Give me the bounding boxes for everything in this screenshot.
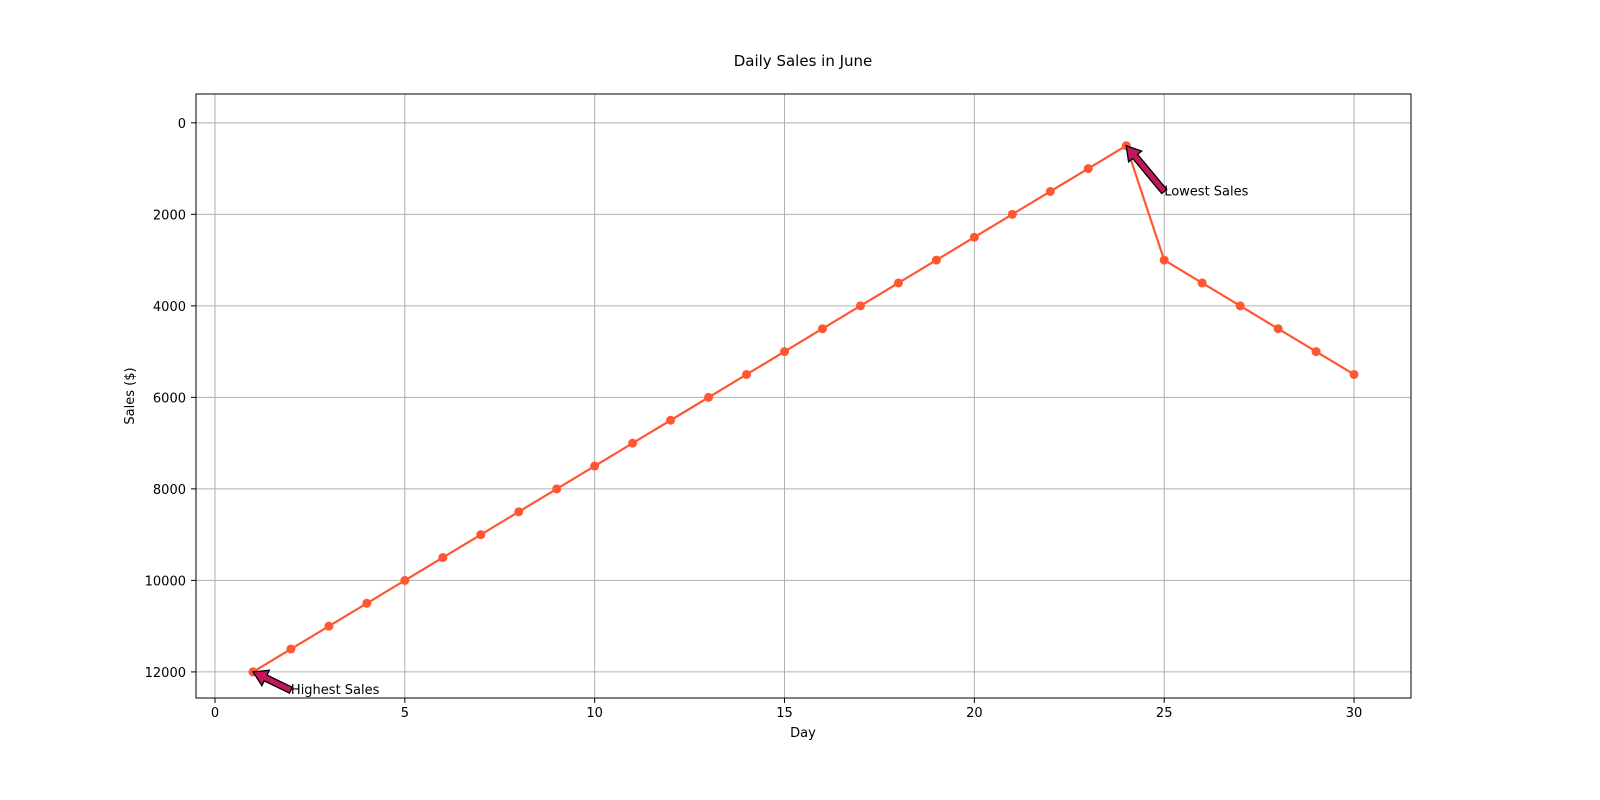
x-tick-label: 10 (586, 706, 603, 721)
data-point (438, 553, 448, 563)
data-point (855, 301, 865, 311)
x-tick-label: 30 (1346, 706, 1363, 721)
data-point (476, 530, 486, 540)
data-point (742, 369, 752, 379)
data-point (552, 484, 562, 494)
data-point (628, 438, 638, 448)
data-point (1235, 301, 1245, 311)
data-point (286, 644, 296, 654)
x-tick-label: 20 (966, 706, 983, 721)
x-axis: 0 5 10 15 20 25 30 (211, 698, 1362, 721)
y-axis: 0 2000 4000 6000 8000 10000 12000 (145, 117, 196, 681)
data-point (704, 392, 714, 402)
annotation-label: Lowest Sales (1164, 184, 1248, 199)
y-tick-label: 8000 (153, 483, 186, 498)
data-point (666, 415, 676, 425)
data-point (362, 598, 372, 608)
data-point (590, 461, 600, 471)
data-point (780, 347, 790, 357)
annotation-arrow (251, 669, 294, 694)
plot-frame (195, 93, 1412, 699)
annotation-label: Highest Sales (291, 683, 380, 698)
y-tick-label: 4000 (153, 300, 186, 315)
data-point (1045, 186, 1055, 196)
data-point (1311, 347, 1321, 357)
annotation-arrow (1125, 144, 1168, 195)
y-tick-label: 12000 (145, 666, 186, 681)
annotations: Highest Sales Lowest Sales (251, 144, 1249, 698)
data-point (1083, 164, 1093, 174)
x-tick-label: 0 (211, 706, 219, 721)
x-tick-label: 5 (401, 706, 409, 721)
series-line-path (252, 144, 1355, 673)
y-axis-label: Sales ($) (123, 367, 138, 424)
series-line (248, 141, 1359, 677)
y-tick-label: 2000 (153, 208, 186, 223)
data-point (931, 255, 941, 265)
data-point (969, 232, 979, 242)
data-point (1197, 278, 1207, 288)
chart-title: Daily Sales in June (734, 52, 873, 70)
x-axis-label: Day (790, 726, 816, 741)
data-point (1349, 369, 1359, 379)
data-point (1273, 324, 1283, 334)
data-point (514, 507, 524, 517)
y-tick-label: 0 (178, 117, 186, 132)
grid (196, 94, 1411, 698)
data-point (893, 278, 903, 288)
data-point (817, 324, 827, 334)
x-tick-label: 25 (1156, 706, 1173, 721)
data-point (1007, 209, 1017, 219)
y-tick-label: 6000 (153, 391, 186, 406)
data-point (400, 575, 410, 585)
data-point (324, 621, 334, 631)
y-tick-label: 10000 (145, 574, 186, 589)
data-point (1159, 255, 1169, 265)
x-tick-label: 15 (776, 706, 793, 721)
